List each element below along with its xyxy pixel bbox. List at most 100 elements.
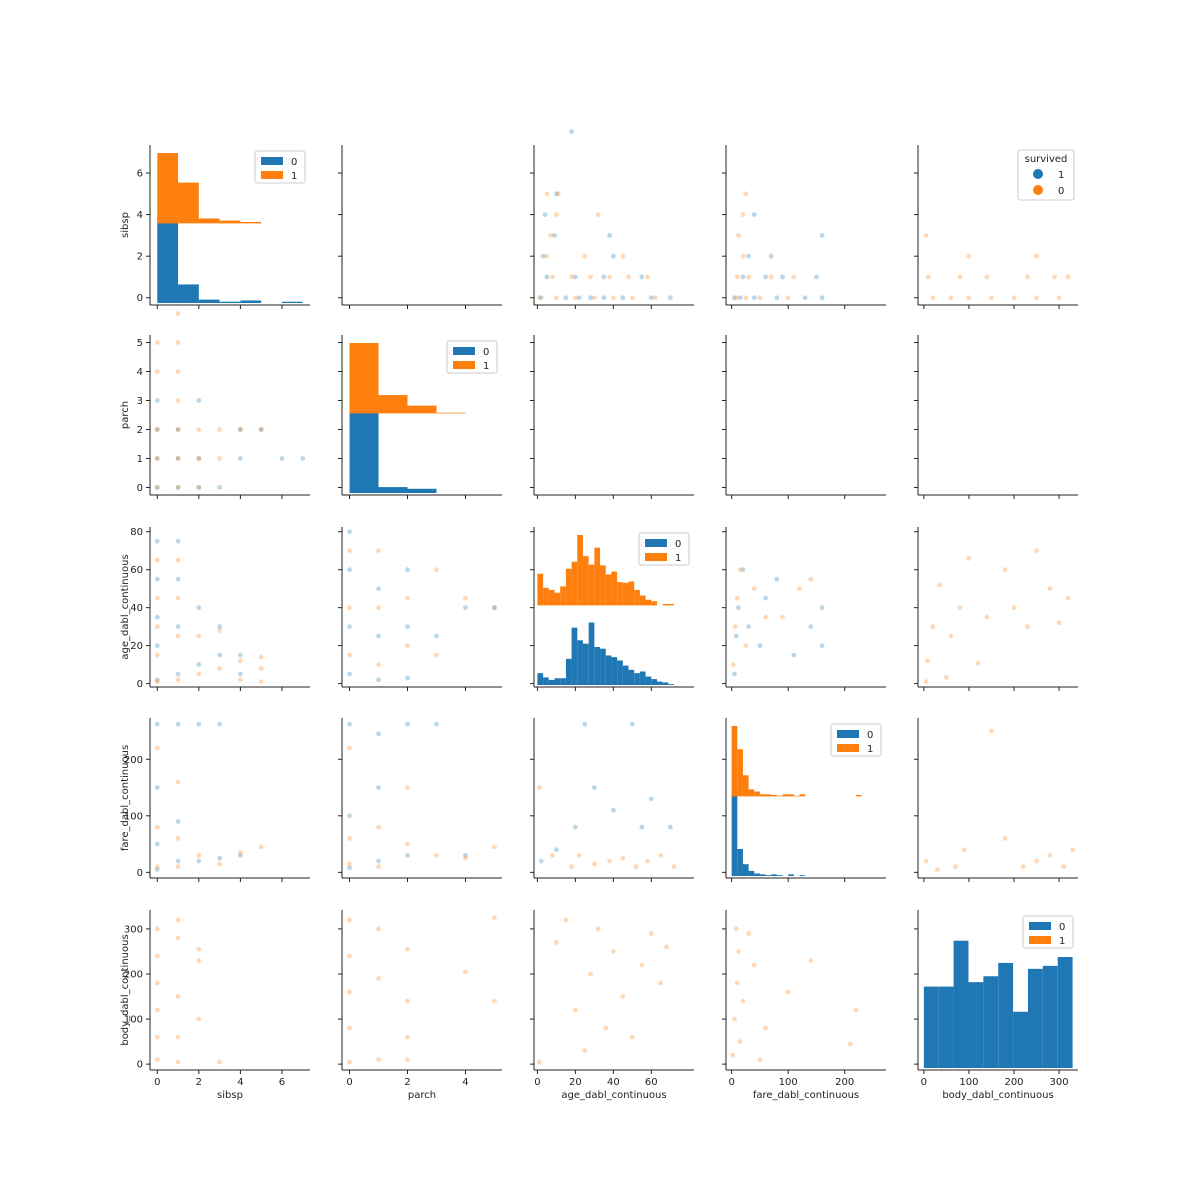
point-1-body-sibsp [1034, 295, 1039, 301]
hist-bar-1-age [582, 556, 589, 606]
hue-legend-label-1: 1 [1058, 170, 1064, 181]
point-1-age-fare [536, 785, 542, 790]
point-1-fare-sibsp [733, 295, 739, 301]
hist-bar-0-fare [771, 874, 777, 876]
hist-bar-0-body [938, 986, 954, 1068]
point-1-sibsp-parch [196, 427, 202, 432]
hist-bar-1-age [639, 595, 646, 606]
hist-bar-1-fare [771, 794, 777, 797]
point-1-sibsp-age [175, 557, 181, 563]
point-1-age-body [603, 1025, 609, 1031]
hist-bar-1-age [560, 586, 566, 606]
point-1-fare-age [730, 662, 736, 668]
point-0-age-sibsp [552, 232, 557, 238]
y-tick-label: 0 [137, 868, 143, 879]
point-0-age-sibsp [610, 253, 616, 259]
hist-bar-0-age [548, 679, 555, 685]
hist-bar-1-fare [776, 795, 783, 797]
point-0-parch-fare [463, 852, 468, 858]
point-1-fare-age [751, 586, 757, 592]
legend-label-1: 1 [675, 553, 681, 564]
x-tick-label: 200 [1004, 1077, 1023, 1088]
point-0-fare-sibsp [780, 274, 785, 280]
point-1-sibsp-parch [258, 427, 264, 432]
point-1-sibsp-parch [154, 456, 160, 461]
hist-bar-0-age [537, 673, 544, 685]
point-1-age-sibsp [555, 191, 561, 197]
y-tick-label: 0 [137, 1060, 143, 1071]
point-1-age-body [629, 1034, 635, 1040]
hist-bar-0-fare [765, 875, 772, 876]
point-1-parch-age [434, 567, 439, 573]
point-1-body-sibsp [984, 274, 990, 280]
y-tick-label: 6 [137, 169, 143, 180]
point-0-sibsp-age [217, 652, 223, 658]
point-0-parch-fare [405, 852, 410, 858]
point-1-fare-age [780, 614, 785, 620]
point-1-body-fare [962, 847, 967, 853]
point-0-fare-sibsp [819, 232, 825, 238]
point-0-sibsp-parch [217, 485, 223, 490]
point-1-sibsp-parch [196, 485, 202, 490]
hist-bar-0-fare [776, 875, 783, 876]
hist-bar-0-age [594, 647, 601, 685]
point-1-sibsp-fare [196, 852, 202, 858]
point-0-fare-sibsp [740, 274, 746, 280]
point-1-fare-sibsp [743, 295, 749, 301]
point-1-fare-body [785, 989, 791, 995]
x-tick-label: 2 [196, 1077, 202, 1088]
point-0-sibsp-parch [300, 456, 306, 461]
point-1-age-fare [633, 864, 639, 870]
hist-bar-1-age [577, 535, 583, 606]
point-1-fare-body [853, 1007, 859, 1013]
point-1-body-sibsp [957, 274, 963, 280]
point-0-sibsp-parch [154, 398, 160, 403]
point-1-body-fare [1020, 864, 1026, 870]
point-1-parch-age [347, 548, 352, 554]
point-0-sibsp-fare [196, 721, 202, 727]
hist-bar-0-fare [799, 875, 806, 876]
point-0-sibsp-parch [196, 398, 202, 403]
point-0-sibsp-fare [237, 852, 243, 858]
point-1-fare-body [737, 1039, 743, 1045]
point-1-age-fare [569, 864, 574, 870]
hist-bar-0-parch [378, 487, 408, 493]
point-0-age-sibsp [667, 295, 673, 301]
point-1-age-sibsp [553, 212, 559, 218]
point-1-body-fare [1061, 864, 1066, 870]
panel-body-vs-age: 0 20 40 60 [530, 910, 694, 1088]
point-1-age-sibsp [607, 274, 612, 280]
point-0-age-sibsp [588, 295, 593, 301]
point-1-sibsp-age [196, 671, 202, 677]
point-0-fare-age [774, 576, 780, 582]
point-0-sibsp-fare [154, 721, 160, 727]
point-1-age-body [658, 980, 664, 986]
hue-legend-marker-0 [1033, 185, 1043, 195]
hist-bar-0-body [1057, 957, 1073, 1068]
point-1-sibsp-age [154, 679, 160, 685]
hist-bar-1-parch [378, 395, 408, 414]
y-tick-label: 0 [137, 679, 143, 690]
point-1-sibsp-age [217, 665, 223, 671]
hue-legend: survived 1 0 [1017, 149, 1075, 201]
point-0-age-sibsp [553, 191, 559, 197]
point-1-fare-age [808, 576, 814, 582]
y-tick-label: 4 [137, 210, 143, 221]
point-0-fare-age [819, 605, 825, 611]
point-0-fare-sibsp [737, 295, 743, 301]
point-1-fare-sibsp [768, 274, 774, 280]
point-1-body-age [925, 658, 930, 664]
point-0-sibsp-fare [217, 721, 223, 727]
panel-body-vs-parch: 0 2 4 [338, 910, 502, 1088]
point-1-body-sibsp [966, 253, 972, 259]
point-1-fare-age [743, 643, 749, 649]
point-0-fare-age [757, 643, 763, 649]
point-1-sibsp-parch [154, 427, 160, 432]
point-1-parch-body [492, 915, 497, 921]
point-1-parch-age [376, 605, 381, 611]
point-1-body-age [1065, 595, 1071, 601]
point-1-body-sibsp [1011, 295, 1017, 301]
point-1-body-age [1047, 586, 1053, 592]
point-0-age-sibsp [540, 253, 546, 259]
